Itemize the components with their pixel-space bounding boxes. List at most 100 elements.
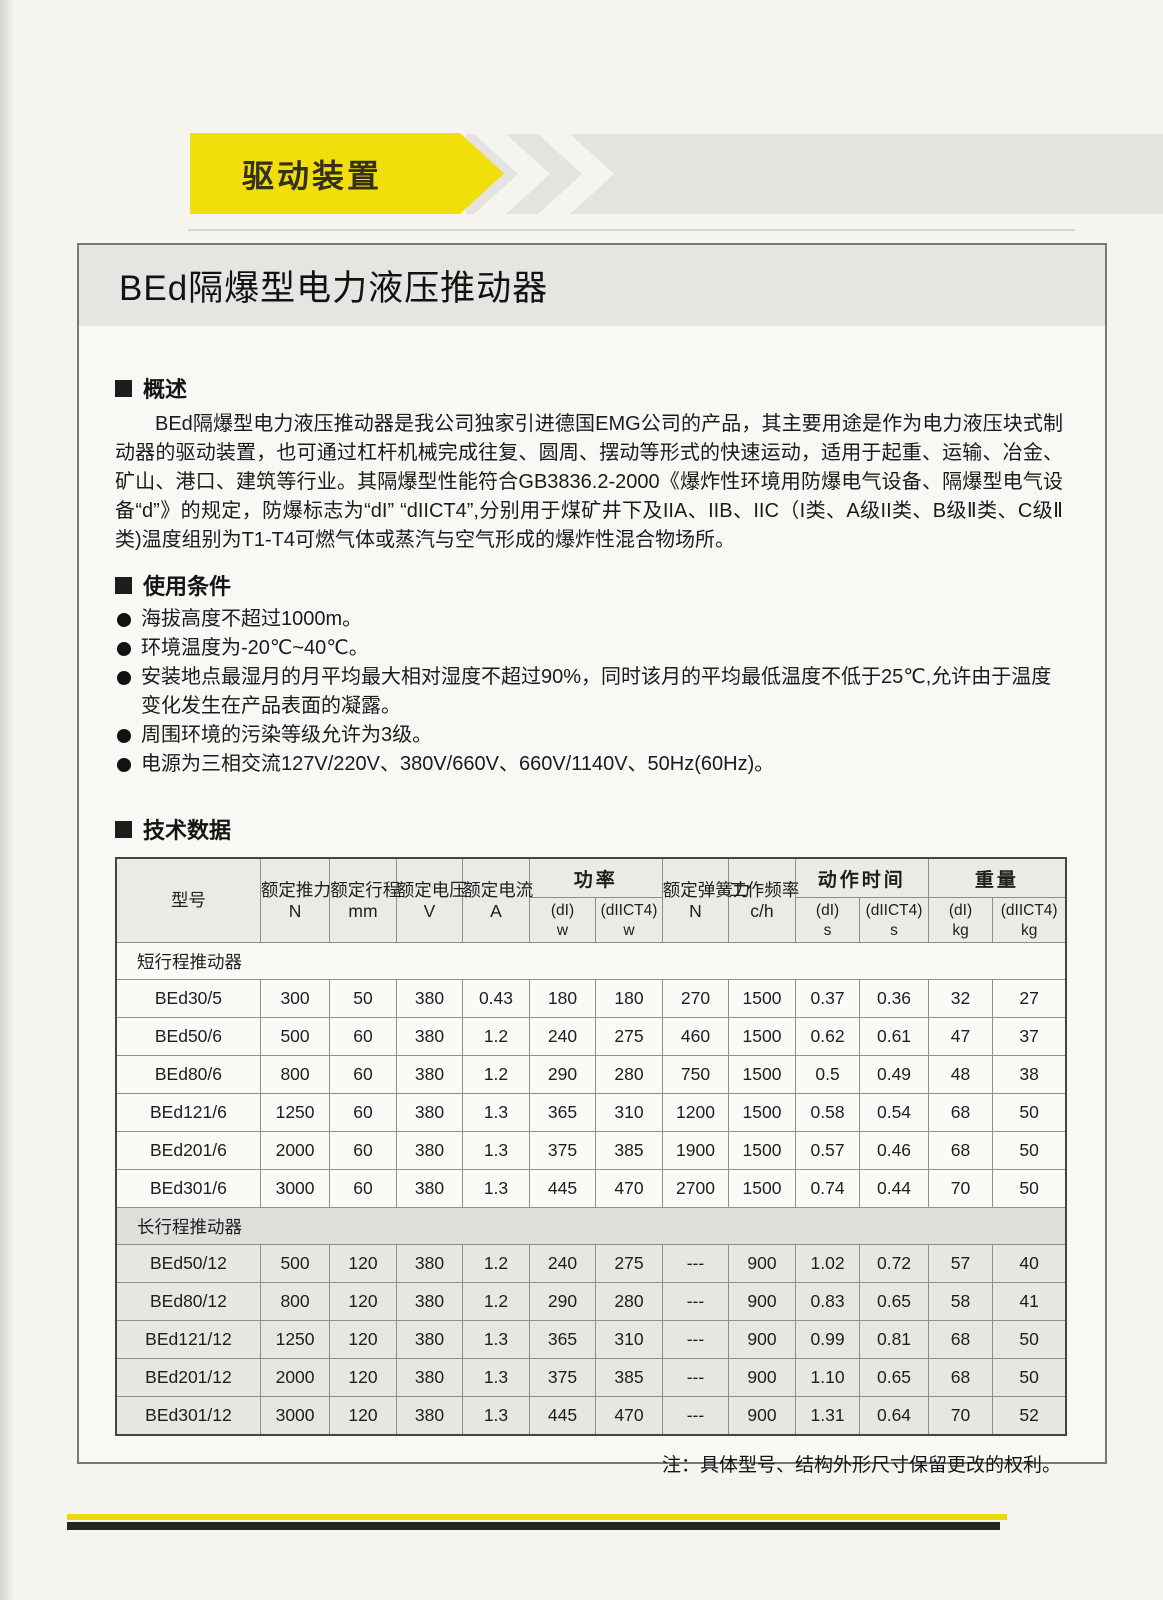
table-body: 短行程推动器 BEd30/5 300 50 380 0.43 180 180 270 1500 0.… bbox=[115, 942, 1067, 1436]
tech-heading-label: 技术数据 bbox=[143, 818, 232, 843]
table-cell: 1500 bbox=[728, 1093, 796, 1132]
column-subheader-label: (dIICT4) bbox=[600, 901, 658, 919]
table-cell: 120 bbox=[329, 1320, 397, 1359]
table-cell: 0.65 bbox=[859, 1282, 929, 1321]
table-cell: 0.36 bbox=[859, 979, 929, 1018]
table-row: BEd201/6 2000 60 380 1.3 375 385 1900 1500 0.57 0.… bbox=[115, 1131, 1067, 1170]
condition-text: 安装地点最湿月的月平均最大相对湿度不超过90%，同时该月的平均最低温度不低于25… bbox=[141, 666, 1052, 717]
table-cell: 380 bbox=[395, 1169, 464, 1208]
table-cell: 280 bbox=[595, 1282, 663, 1321]
footnote: 注：具体型号、结构外形尺寸保留更改的权利。 bbox=[661, 1455, 1061, 1476]
table-cell: 0.64 bbox=[859, 1396, 929, 1436]
table-cell: 1.2 bbox=[462, 1244, 530, 1283]
column-subheader-unit: w bbox=[556, 921, 569, 939]
bullet-icon bbox=[117, 613, 131, 627]
table-cell: 3000 bbox=[259, 1396, 331, 1436]
table-cell: 900 bbox=[728, 1244, 796, 1283]
condition-item: 海拔高度不超过1000m。 bbox=[115, 605, 1063, 634]
table-row: BEd201/12 2000 120 380 1.3 375 385 --- 900 1.10 0.… bbox=[115, 1358, 1067, 1397]
table-cell: 52 bbox=[992, 1396, 1067, 1436]
column-subheader: (dI) kg bbox=[927, 897, 994, 943]
table-cell: 1900 bbox=[661, 1131, 730, 1170]
section-row: 短行程推动器 bbox=[115, 942, 1067, 980]
table-cell: 1500 bbox=[728, 1131, 796, 1170]
overview-heading-label: 概述 bbox=[143, 377, 188, 402]
table-cell: BEd50/12 bbox=[115, 1244, 261, 1283]
column-header-unit: V bbox=[423, 901, 436, 921]
table-cell: 380 bbox=[395, 1396, 464, 1436]
table-cell: 1.02 bbox=[794, 1244, 861, 1283]
column-subheader: (dIICT4) kg bbox=[992, 897, 1067, 943]
table-cell: 385 bbox=[595, 1131, 663, 1170]
column-header: 额定电压 V bbox=[395, 857, 467, 943]
table-cell: BEd80/12 bbox=[115, 1282, 261, 1321]
table-cell: 70 bbox=[927, 1396, 994, 1436]
table-cell: 375 bbox=[528, 1131, 597, 1170]
table-cell: 1250 bbox=[259, 1093, 331, 1132]
table-cell: 70 bbox=[927, 1169, 994, 1208]
column-header: 额定推力 N bbox=[259, 857, 331, 943]
table-cell: 275 bbox=[595, 1017, 663, 1056]
table-cell: 280 bbox=[595, 1055, 663, 1094]
table-cell: 0.54 bbox=[859, 1093, 929, 1132]
table-cell: 2700 bbox=[661, 1169, 730, 1208]
table-cell: BEd201/12 bbox=[115, 1358, 261, 1397]
table-cell: 0.99 bbox=[794, 1320, 861, 1359]
column-subheader-label: (dI) bbox=[948, 901, 973, 919]
table-cell: 380 bbox=[395, 979, 464, 1018]
column-header-label: 额定电流 bbox=[463, 880, 534, 900]
column-subheader-label: (dIICT4) bbox=[1000, 901, 1058, 919]
table-cell: 0.62 bbox=[794, 1017, 861, 1056]
table-cell: 2000 bbox=[259, 1358, 331, 1397]
table-cell: 900 bbox=[728, 1282, 796, 1321]
table-cell: 38 bbox=[992, 1055, 1067, 1094]
square-bullet-icon bbox=[115, 576, 132, 594]
table-row: BEd301/6 3000 60 380 1.3 445 470 2700 1500 0.74 0.… bbox=[115, 1169, 1067, 1208]
table-cell: 380 bbox=[395, 1055, 464, 1094]
condition-item: 安装地点最湿月的月平均最大相对湿度不超过90%，同时该月的平均最低温度不低于25… bbox=[115, 663, 1063, 721]
table-cell: 60 bbox=[329, 1131, 397, 1170]
bullet-icon bbox=[117, 642, 131, 656]
table-row: BEd80/12 800 120 380 1.2 290 280 --- 900 0.83 0.65… bbox=[115, 1282, 1067, 1321]
table-cell: 470 bbox=[595, 1169, 663, 1208]
table-cell: 750 bbox=[661, 1055, 730, 1094]
table-cell: 0.83 bbox=[794, 1282, 861, 1321]
column-header-label: 额定推力 bbox=[260, 880, 331, 900]
bullet-icon bbox=[117, 758, 131, 772]
column-subheader-unit: kg bbox=[1020, 921, 1038, 939]
table-cell: 290 bbox=[528, 1282, 597, 1321]
column-subheader-unit: s bbox=[823, 921, 832, 939]
table-cell: BEd121/12 bbox=[115, 1320, 261, 1359]
badge-label: 驱动装置 bbox=[242, 157, 383, 194]
table-row: BEd301/12 3000 120 380 1.3 445 470 --- 900 1.31 0.… bbox=[115, 1396, 1067, 1436]
table-cell: 500 bbox=[259, 1244, 331, 1283]
table-cell: 40 bbox=[992, 1244, 1067, 1283]
table-cell: 68 bbox=[927, 1131, 994, 1170]
column-subheader: (dIICT4) s bbox=[859, 897, 929, 943]
table-cell: 800 bbox=[259, 1055, 331, 1094]
table-cell: 47 bbox=[927, 1017, 994, 1056]
column-header-label: 额定行程 bbox=[330, 880, 401, 900]
table-cell: 240 bbox=[528, 1017, 597, 1056]
table-cell: 60 bbox=[329, 1055, 397, 1094]
column-subheader-label: (dI) bbox=[815, 901, 840, 919]
table-cell: BEd121/6 bbox=[115, 1093, 261, 1132]
condition-text: 环境温度为-20℃~40℃。 bbox=[141, 637, 369, 659]
table-row: BEd121/6 1250 60 380 1.3 365 310 1200 1500 0.58 0.… bbox=[115, 1093, 1067, 1132]
table-cell: 0.61 bbox=[859, 1017, 929, 1056]
table-cell: 300 bbox=[259, 979, 331, 1018]
table-cell: 1200 bbox=[661, 1093, 730, 1132]
table-cell: 120 bbox=[329, 1282, 397, 1321]
header-gray-band bbox=[466, 134, 1163, 214]
section-row: 长行程推动器 bbox=[115, 1207, 1067, 1245]
page-title: BEd隔爆型电力液压推动器 bbox=[119, 269, 549, 308]
table-cell: 27 bbox=[992, 979, 1067, 1018]
condition-item: 周围环境的污染等级允许为3级。 bbox=[115, 721, 1063, 750]
table-cell: --- bbox=[661, 1396, 730, 1436]
column-header-unit: c/h bbox=[750, 901, 774, 921]
table-cell: 1.3 bbox=[462, 1131, 530, 1170]
table-cell: 240 bbox=[528, 1244, 597, 1283]
table-cell: BEd50/6 bbox=[115, 1017, 261, 1056]
condition-text: 海拔高度不超过1000m。 bbox=[141, 608, 363, 630]
column-subheader-unit: kg bbox=[952, 921, 969, 939]
